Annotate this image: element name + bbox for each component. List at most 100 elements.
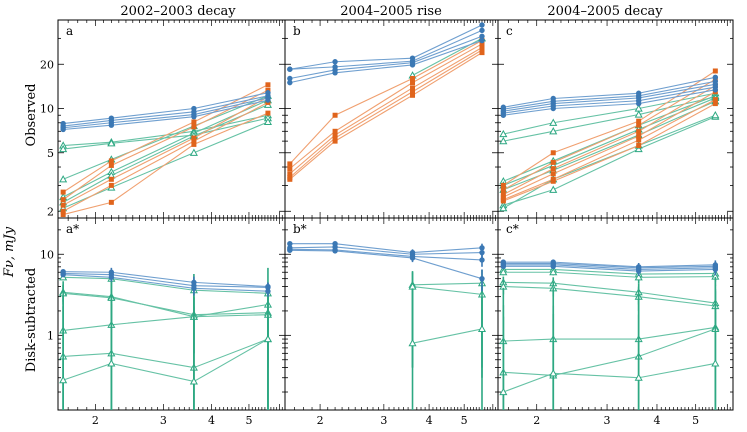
data-point — [332, 132, 338, 138]
column-title-3: 2004–2005 decay — [547, 4, 663, 19]
data-point — [549, 127, 558, 135]
data-point — [712, 266, 719, 273]
series-line — [503, 85, 716, 196]
data-point — [712, 68, 718, 74]
series-o5 — [60, 110, 271, 218]
data-point — [108, 176, 114, 182]
series-line — [289, 246, 483, 255]
data-point — [287, 75, 293, 82]
series-line — [62, 84, 269, 193]
data-point — [287, 240, 293, 247]
series-line — [503, 99, 716, 201]
series-line — [503, 86, 716, 114]
data-point — [479, 47, 485, 53]
data-point — [479, 50, 485, 56]
series-line — [503, 83, 716, 112]
data-point — [500, 194, 506, 200]
series-t1 — [408, 269, 487, 368]
series-line — [289, 47, 483, 175]
data-point — [287, 247, 293, 253]
series-o1 — [500, 68, 718, 188]
series-line — [63, 272, 268, 288]
data-point — [410, 85, 416, 91]
x-tick-label: 4 — [426, 414, 433, 427]
y-axis-label-common: Fν, mJy — [2, 226, 17, 278]
series-line — [503, 78, 716, 191]
x-tick-label: 5 — [461, 414, 468, 427]
data-point — [287, 171, 293, 177]
series-line — [63, 114, 269, 147]
data-point — [549, 268, 558, 276]
series-t6 — [59, 287, 272, 410]
series-line — [503, 92, 716, 135]
series-line — [503, 114, 716, 209]
series-b4 — [500, 263, 719, 276]
series-line — [503, 96, 716, 142]
series-line — [503, 268, 716, 275]
series-t5 — [499, 276, 720, 410]
data-point — [635, 268, 642, 274]
panel-label: a* — [66, 222, 79, 236]
column-title-1: 2002–2003 decay — [120, 4, 236, 19]
panel-frame — [57, 217, 286, 411]
series-line — [503, 95, 716, 182]
series-line — [503, 91, 716, 198]
x-tick-label: 3 — [604, 414, 611, 427]
series-b3 — [287, 33, 485, 82]
data-point — [479, 45, 485, 51]
series-line — [289, 248, 483, 261]
series-line — [503, 103, 716, 202]
data-point — [332, 135, 338, 141]
series-line — [62, 101, 269, 212]
data-point — [500, 263, 507, 270]
panel-frame — [497, 217, 734, 411]
series-line — [503, 261, 716, 268]
series-o2 — [500, 76, 718, 193]
data-point — [499, 136, 508, 145]
panel-label: a — [66, 24, 73, 38]
data-point — [59, 144, 68, 153]
panel-a: 2 5 10 20 a — [40, 19, 286, 219]
series-line — [412, 328, 483, 344]
series-line — [289, 52, 483, 180]
data-point — [636, 128, 642, 134]
data-point — [712, 87, 719, 93]
series-line — [503, 264, 716, 270]
data-point — [634, 273, 643, 281]
series-line — [412, 285, 483, 295]
series-b2 — [60, 270, 271, 293]
series-o6 — [500, 101, 718, 204]
data-point — [712, 97, 718, 103]
data-point — [60, 212, 66, 218]
data-point — [191, 141, 197, 147]
y-tick-label: 5 — [47, 147, 54, 160]
series-line — [289, 29, 483, 70]
data-point — [265, 97, 271, 103]
data-point — [635, 100, 642, 107]
data-point — [479, 41, 485, 47]
data-point — [634, 373, 643, 381]
data-point — [189, 377, 198, 385]
series-line — [503, 265, 716, 272]
series-line — [63, 97, 269, 129]
data-point — [550, 105, 556, 112]
data-point — [410, 89, 416, 95]
series-t2 — [408, 272, 487, 378]
panel-a-star: 1 10 2 3 4 5 a* — [40, 217, 286, 427]
data-point — [479, 257, 485, 263]
data-point — [549, 185, 558, 193]
data-point — [408, 338, 417, 347]
data-point — [191, 135, 197, 141]
data-point — [479, 249, 485, 256]
data-point — [191, 138, 197, 144]
series-b5 — [500, 87, 719, 118]
series-t5 — [499, 97, 720, 193]
data-point — [500, 192, 506, 198]
series-o2 — [287, 41, 485, 172]
data-point — [107, 359, 116, 367]
data-point — [500, 198, 506, 204]
data-point — [550, 150, 556, 156]
series-b4 — [60, 97, 271, 133]
data-point — [479, 33, 485, 39]
